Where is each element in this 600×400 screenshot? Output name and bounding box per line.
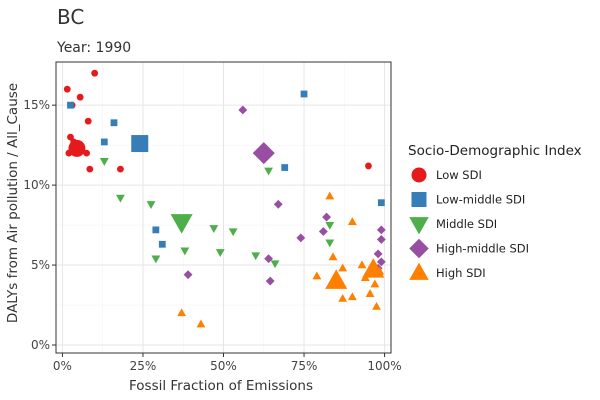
data-point-middle-sdi xyxy=(325,239,335,248)
data-point-high-middle-sdi xyxy=(183,270,193,280)
x-tick-label: 0% xyxy=(53,359,72,373)
legend-key-high-sdi xyxy=(409,262,429,280)
data-point-high-sdi xyxy=(365,289,375,297)
data-point-high-middle-sdi xyxy=(273,199,283,209)
data-point-middle-sdi xyxy=(180,247,190,256)
data-point-high-middle-sdi xyxy=(376,257,386,267)
y-tick-label: 0% xyxy=(31,338,50,352)
y-axis-ticks: 0% 5% 10% 15% xyxy=(23,98,56,352)
data-point-high-sdi xyxy=(338,293,348,302)
data-point-high-sdi xyxy=(370,279,380,288)
aggregate-point-high-middle-sdi xyxy=(252,142,275,165)
data-point-low-sdi xyxy=(84,117,92,125)
chart-title: BC xyxy=(57,5,84,29)
y-tick-label: 10% xyxy=(23,178,50,192)
data-point-high-middle-sdi xyxy=(376,225,386,235)
legend-key-middle-sdi xyxy=(409,217,429,235)
data-point-middle-sdi xyxy=(99,158,109,166)
y-tick-label: 5% xyxy=(31,258,50,272)
y-tick-label: 15% xyxy=(23,98,50,112)
aggregate-point-low-sdi xyxy=(68,139,86,157)
legend-label-low-middle-sdi: Low-middle SDI xyxy=(436,193,525,207)
legend-items: Low SDI Low-middle SDI Middle SDI High-midd… xyxy=(409,167,529,280)
data-point-low-middle-sdi xyxy=(67,101,74,109)
data-point-high-sdi xyxy=(338,263,348,272)
data-point-middle-sdi xyxy=(146,201,156,209)
data-point-high-sdi xyxy=(196,319,206,328)
data-point-high-sdi xyxy=(328,252,338,261)
data-point-middle-sdi xyxy=(116,194,125,203)
aggregate-point-low-middle-sdi xyxy=(131,135,149,153)
data-point-low-middle-sdi xyxy=(158,240,166,248)
data-point-middle-sdi xyxy=(270,260,280,269)
chart-subtitle: Year: 1990 xyxy=(56,40,131,56)
data-point-middle-sdi xyxy=(264,167,274,176)
data-point-high-sdi xyxy=(357,260,367,269)
data-point-high-middle-sdi xyxy=(376,235,386,244)
legend-label-high-middle-sdi: High-middle SDI xyxy=(436,242,529,256)
data-point-high-sdi xyxy=(347,217,357,226)
data-point-low-middle-sdi xyxy=(100,138,108,146)
data-point-high-middle-sdi xyxy=(318,227,328,236)
data-point-low-middle-sdi xyxy=(377,199,385,207)
legend-title: Socio-Demographic Index xyxy=(408,143,582,159)
points-layer xyxy=(63,69,386,328)
data-point-low-sdi xyxy=(365,162,372,170)
data-point-low-middle-sdi xyxy=(110,119,118,127)
data-point-middle-sdi xyxy=(228,228,238,237)
data-point-low-sdi xyxy=(91,69,99,77)
data-point-low-sdi xyxy=(76,93,84,101)
x-axis-label: Fossil Fraction of Emissions xyxy=(129,378,313,394)
data-point-middle-sdi xyxy=(251,252,261,261)
x-tick-label: 50% xyxy=(210,359,237,373)
data-point-high-middle-sdi xyxy=(238,105,248,115)
data-point-high-middle-sdi xyxy=(373,249,383,259)
data-point-low-sdi xyxy=(86,165,94,173)
legend-label-middle-sdi: Middle SDI xyxy=(436,217,497,231)
grid xyxy=(56,62,391,353)
legend-key-low-sdi xyxy=(411,167,427,183)
data-point-high-sdi xyxy=(325,191,335,200)
x-tick-label: 25% xyxy=(130,359,157,373)
data-point-high-sdi xyxy=(177,308,187,317)
data-point-middle-sdi xyxy=(215,249,225,257)
data-point-high-sdi xyxy=(372,301,381,310)
x-tick-label: 75% xyxy=(291,359,318,373)
data-point-high-sdi xyxy=(312,271,322,280)
data-point-high-sdi xyxy=(347,292,357,301)
legend-key-high-middle-sdi xyxy=(409,238,429,259)
aggregate-point-high-sdi xyxy=(362,258,385,278)
y-axis-label: DALYs from Air pollution / All_Cause xyxy=(5,83,21,323)
data-point-low-sdi xyxy=(63,85,71,93)
legend-label-high-sdi: High SDI xyxy=(436,266,486,280)
data-point-low-sdi xyxy=(83,149,91,157)
data-point-middle-sdi xyxy=(209,225,219,233)
data-point-middle-sdi xyxy=(151,255,161,264)
x-axis-ticks: 0% 25% 50% 75% 100% xyxy=(53,353,402,373)
legend-label-low-sdi: Low SDI xyxy=(436,168,482,182)
data-point-high-middle-sdi xyxy=(264,254,274,264)
aggregate-point-middle-sdi xyxy=(170,214,193,234)
data-point-high-middle-sdi xyxy=(296,233,306,243)
aggregate-point-high-sdi xyxy=(325,269,348,289)
legend-key-low-middle-sdi xyxy=(411,192,427,207)
data-point-low-middle-sdi xyxy=(281,164,289,171)
data-point-low-sdi xyxy=(117,165,124,173)
data-point-high-middle-sdi xyxy=(322,212,331,222)
data-point-high-middle-sdi xyxy=(265,276,275,286)
data-point-low-sdi xyxy=(67,133,74,141)
data-point-low-middle-sdi xyxy=(300,90,308,98)
data-point-middle-sdi xyxy=(325,221,335,230)
legend: Socio-Demographic Index Low SDI Low-middl… xyxy=(408,143,582,280)
x-tick-label: 100% xyxy=(367,359,401,373)
data-point-low-middle-sdi xyxy=(152,226,160,234)
